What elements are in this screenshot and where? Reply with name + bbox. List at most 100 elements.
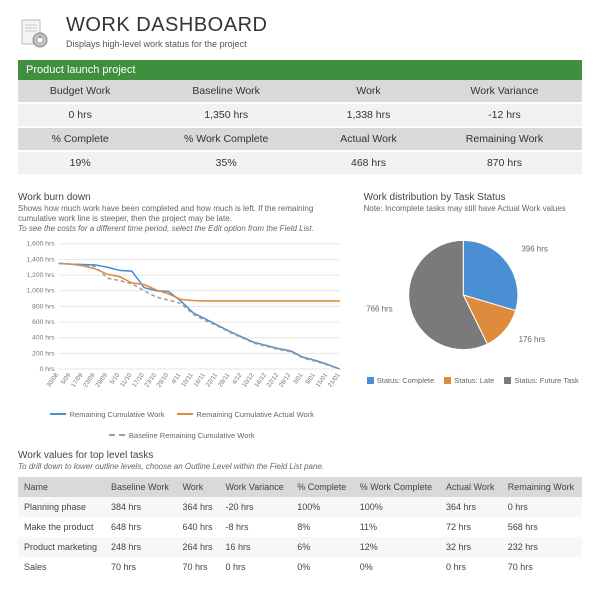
tasks-table: NameBaseline WorkWorkWork Variance% Comp… bbox=[18, 477, 582, 577]
svg-text:10/11: 10/11 bbox=[180, 371, 195, 388]
pie-legend: Status: Complete Status: Late Status: Futu… bbox=[364, 376, 582, 385]
svg-text:30/08: 30/08 bbox=[45, 371, 60, 388]
table-cell: -8 hrs bbox=[219, 517, 291, 537]
table-cell: 6% bbox=[291, 537, 353, 557]
table-row: Product marketing248 hrs264 hrs16 hrs6%1… bbox=[18, 537, 582, 557]
svg-text:400 hrs: 400 hrs bbox=[32, 334, 55, 341]
svg-text:176 hrs: 176 hrs bbox=[518, 334, 545, 343]
tasks-body: Planning phase384 hrs364 hrs-20 hrs100%1… bbox=[18, 497, 582, 577]
svg-text:1,200 hrs: 1,200 hrs bbox=[27, 272, 56, 279]
svg-text:1,600 hrs: 1,600 hrs bbox=[27, 240, 56, 247]
table-cell: 0% bbox=[354, 557, 440, 577]
summary-header: Baseline Work bbox=[142, 80, 310, 103]
summary-value-row-2: 19% 35% 468 hrs 870 hrs bbox=[18, 151, 582, 175]
burndown-chart: 0 hrs200 hrs400 hrs600 hrs800 hrs1,000 h… bbox=[18, 238, 346, 408]
table-cell: 648 hrs bbox=[105, 517, 176, 537]
tasks-column-header: Work Variance bbox=[219, 477, 291, 497]
table-cell: 70 hrs bbox=[105, 557, 176, 577]
svg-text:3/01: 3/01 bbox=[292, 371, 305, 385]
pie-legend-item: Status: Future Task bbox=[504, 376, 578, 385]
pie-title: Work distribution by Task Status bbox=[364, 192, 582, 203]
summary-value-row-1: 0 hrs 1,350 hrs 1,338 hrs -12 hrs bbox=[18, 103, 582, 127]
summary-cell: 1,350 hrs bbox=[142, 103, 310, 127]
header: WORK DASHBOARD Displays high-level work … bbox=[18, 14, 582, 52]
tasks-note: To drill down to lower outline levels, c… bbox=[18, 462, 582, 472]
table-cell: 0 hrs bbox=[219, 557, 291, 577]
summary-cell: -12 hrs bbox=[427, 103, 582, 127]
summary-header: Work Variance bbox=[427, 80, 582, 103]
table-cell: 0 hrs bbox=[502, 497, 582, 517]
table-cell: 364 hrs bbox=[176, 497, 219, 517]
tasks-title: Work values for top level tasks bbox=[18, 450, 582, 461]
svg-text:22/11: 22/11 bbox=[205, 371, 220, 388]
summary-cell: 35% bbox=[142, 151, 310, 175]
table-cell: Planning phase bbox=[18, 497, 105, 517]
pie-chart: 396 hrs176 hrs766 hrs bbox=[364, 220, 582, 370]
tasks-header-row: NameBaseline WorkWorkWork Variance% Comp… bbox=[18, 477, 582, 497]
svg-text:29/09: 29/09 bbox=[94, 371, 109, 388]
table-cell: 248 hrs bbox=[105, 537, 176, 557]
tasks-column-header: % Work Complete bbox=[354, 477, 440, 497]
summary-cell: 19% bbox=[18, 151, 142, 175]
summary-header: Remaining Work bbox=[427, 127, 582, 151]
summary-cell: 870 hrs bbox=[427, 151, 582, 175]
pie-legend-item: Status: Complete bbox=[367, 376, 435, 385]
table-cell: 264 hrs bbox=[176, 537, 219, 557]
table-cell: 232 hrs bbox=[502, 537, 582, 557]
burndown-note-2: To see the costs for a different time pe… bbox=[18, 224, 346, 234]
project-name-bar: Product launch project bbox=[18, 60, 582, 80]
page-title: WORK DASHBOARD bbox=[66, 14, 267, 37]
svg-text:28/11: 28/11 bbox=[217, 371, 232, 388]
legend-item: Remaining Cumulative Actual Work bbox=[177, 410, 314, 419]
summary-header: % Work Complete bbox=[142, 127, 310, 151]
table-cell: Sales bbox=[18, 557, 105, 577]
tasks-column-header: Name bbox=[18, 477, 105, 497]
svg-text:200 hrs: 200 hrs bbox=[32, 350, 55, 357]
burndown-block: Work burn down Shows how much work have … bbox=[18, 186, 346, 440]
tasks-column-header: Actual Work bbox=[440, 477, 502, 497]
pie-note: Note: Incomplete tasks may still have Ac… bbox=[364, 204, 582, 214]
tasks-column-header: Work bbox=[176, 477, 219, 497]
table-cell: 640 hrs bbox=[176, 517, 219, 537]
summary-header-row-2: % Complete % Work Complete Actual Work R… bbox=[18, 127, 582, 151]
burndown-legend: Remaining Cumulative Work Remaining Cumul… bbox=[18, 410, 346, 440]
svg-text:1,400 hrs: 1,400 hrs bbox=[27, 256, 56, 263]
table-cell: 12% bbox=[354, 537, 440, 557]
summary-table: Budget Work Baseline Work Work Work Vari… bbox=[18, 80, 582, 176]
svg-text:29/10: 29/10 bbox=[155, 371, 170, 388]
svg-text:800 hrs: 800 hrs bbox=[32, 303, 55, 310]
legend-item: Remaining Cumulative Work bbox=[50, 410, 165, 419]
table-cell: 70 hrs bbox=[502, 557, 582, 577]
summary-cell: 1,338 hrs bbox=[310, 103, 427, 127]
svg-text:600 hrs: 600 hrs bbox=[32, 319, 55, 326]
svg-text:1,000 hrs: 1,000 hrs bbox=[27, 287, 56, 294]
svg-text:21/01: 21/01 bbox=[327, 371, 342, 388]
table-row: Planning phase384 hrs364 hrs-20 hrs100%1… bbox=[18, 497, 582, 517]
table-row: Make the product648 hrs640 hrs-8 hrs8%11… bbox=[18, 517, 582, 537]
table-cell: 32 hrs bbox=[440, 537, 502, 557]
table-cell: -20 hrs bbox=[219, 497, 291, 517]
legend-item: Baseline Remaining Cumulative Work bbox=[109, 431, 255, 440]
tasks-column-header: % Complete bbox=[291, 477, 353, 497]
burndown-note-1: Shows how much work have been completed … bbox=[18, 204, 346, 223]
table-cell: Product marketing bbox=[18, 537, 105, 557]
table-cell: 72 hrs bbox=[440, 517, 502, 537]
table-cell: 11% bbox=[354, 517, 440, 537]
tasks-block: Work values for top level tasks To drill… bbox=[18, 450, 582, 578]
table-cell: Make the product bbox=[18, 517, 105, 537]
table-cell: 16 hrs bbox=[219, 537, 291, 557]
summary-header: % Complete bbox=[18, 127, 142, 151]
table-cell: 0% bbox=[291, 557, 353, 577]
svg-text:766 hrs: 766 hrs bbox=[366, 304, 393, 313]
svg-text:28/12: 28/12 bbox=[278, 371, 293, 388]
pie-legend-item: Status: Late bbox=[444, 376, 494, 385]
table-cell: 8% bbox=[291, 517, 353, 537]
page-subtitle: Displays high-level work status for the … bbox=[66, 39, 267, 49]
table-cell: 70 hrs bbox=[176, 557, 219, 577]
burndown-title: Work burn down bbox=[18, 192, 346, 203]
tasks-column-header: Baseline Work bbox=[105, 477, 176, 497]
dashboard-page: WORK DASHBOARD Displays high-level work … bbox=[0, 0, 600, 595]
title-block: WORK DASHBOARD Displays high-level work … bbox=[66, 14, 267, 49]
table-cell: 100% bbox=[291, 497, 353, 517]
summary-header-row-1: Budget Work Baseline Work Work Work Vari… bbox=[18, 80, 582, 103]
